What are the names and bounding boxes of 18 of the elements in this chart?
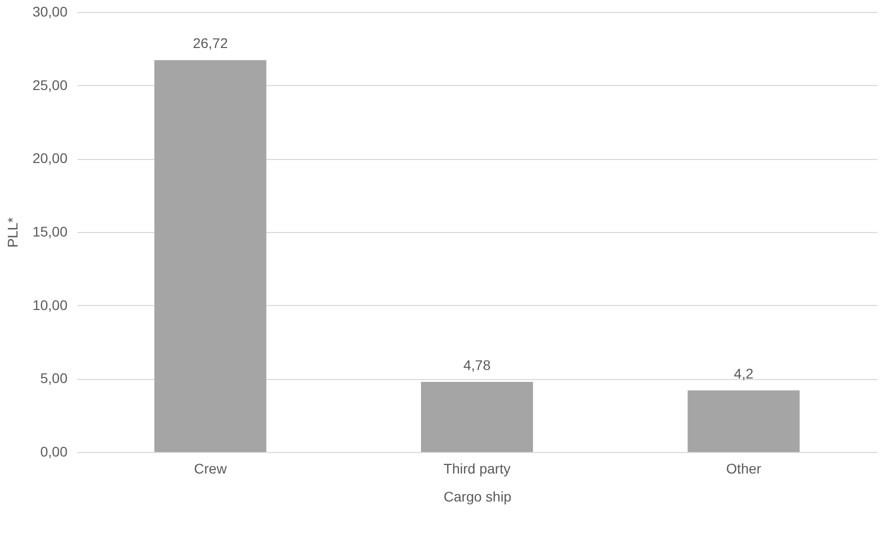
x-tick-label: Third party (444, 460, 510, 476)
y-tick-label: 20,00 (32, 150, 68, 166)
x-tick-label: Other (726, 460, 762, 476)
y-tick-label: 5,00 (40, 370, 68, 386)
y-tick-label: 25,00 (32, 76, 68, 93)
y-tick-label: 15,00 (32, 224, 68, 240)
bar (688, 390, 800, 452)
y-axis-title: PLL* (4, 216, 20, 248)
data-label: 26,72 (192, 35, 228, 52)
x-axis-title: Cargo ship (444, 488, 512, 504)
data-label: 4,78 (463, 356, 491, 373)
bar (421, 382, 533, 452)
x-tick-label: Crew (194, 460, 228, 476)
bar (154, 60, 266, 452)
data-label: 4,2 (734, 365, 754, 382)
y-tick-label: 30,00 (32, 4, 68, 20)
y-tick-label: 0,00 (40, 444, 68, 460)
y-tick-label: 10,00 (32, 296, 68, 313)
